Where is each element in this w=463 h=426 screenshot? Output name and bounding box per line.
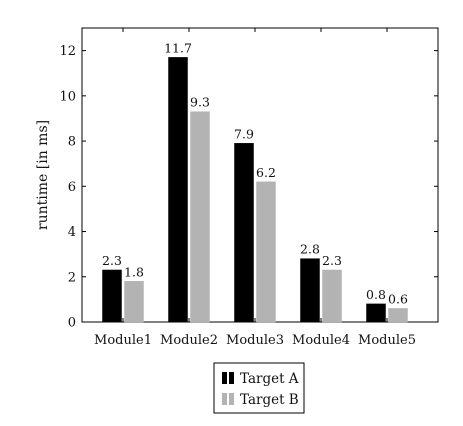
data-label: 6.2 bbox=[256, 165, 276, 180]
legend: Target A Target B bbox=[213, 362, 305, 414]
legend-swatch bbox=[222, 372, 227, 384]
bars-group bbox=[102, 57, 408, 323]
data-label: 2.3 bbox=[102, 253, 122, 268]
legend-swatch bbox=[222, 393, 227, 405]
legend-label: Target A bbox=[240, 371, 299, 387]
bar-target-b bbox=[124, 281, 144, 323]
data-label: 7.9 bbox=[234, 126, 254, 141]
x-tick-label: Module1 bbox=[94, 333, 152, 348]
bar-target-b bbox=[256, 181, 276, 323]
legend-box bbox=[213, 362, 305, 414]
bar-target-b bbox=[190, 111, 210, 323]
x-tick-label: Module3 bbox=[226, 333, 284, 348]
y-tick-label: 2 bbox=[68, 270, 76, 285]
y-tick-label: 12 bbox=[59, 44, 76, 59]
x-tick-label: Module2 bbox=[160, 333, 218, 348]
legend-label: Target B bbox=[240, 392, 299, 408]
data-label: 0.8 bbox=[366, 287, 386, 302]
y-tick-label: 6 bbox=[68, 180, 76, 195]
data-label: 2.8 bbox=[300, 242, 320, 257]
bar-target-b bbox=[388, 308, 408, 323]
y-tick-label: 8 bbox=[68, 135, 76, 150]
bar-target-a bbox=[366, 303, 386, 323]
data-label: 9.3 bbox=[190, 95, 210, 110]
y-tick-label: 4 bbox=[68, 225, 76, 240]
x-tick-label: Module5 bbox=[358, 333, 416, 348]
x-tick-label: Module4 bbox=[292, 333, 350, 348]
y-tick-label: 10 bbox=[59, 89, 76, 104]
legend-swatch bbox=[229, 372, 234, 384]
labels-group: Module12.31.8Module211.79.3Module37.96.2… bbox=[94, 40, 416, 348]
data-label: 11.7 bbox=[164, 40, 192, 55]
y-axis-title: runtime [in ms] bbox=[35, 120, 51, 230]
bar-target-b bbox=[322, 269, 342, 323]
bar-target-a bbox=[102, 269, 122, 323]
data-label: 0.6 bbox=[388, 291, 408, 306]
bar-target-a bbox=[234, 143, 254, 323]
bar-target-a bbox=[300, 258, 320, 323]
data-label: 2.3 bbox=[322, 253, 342, 268]
y-tick-label: 0 bbox=[68, 316, 76, 331]
legend-swatch bbox=[229, 393, 234, 405]
data-label: 1.8 bbox=[124, 264, 144, 279]
bar-target-a bbox=[168, 57, 188, 323]
